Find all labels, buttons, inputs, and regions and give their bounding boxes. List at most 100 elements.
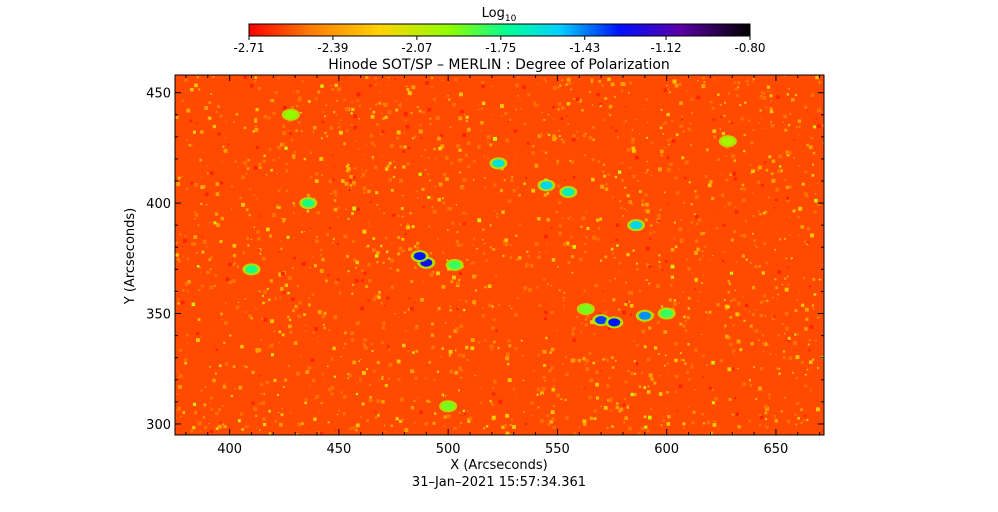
speckle: [396, 359, 401, 364]
speckle: [246, 173, 248, 175]
speckle: [633, 360, 636, 363]
speckle: [624, 302, 628, 306]
speckle: [784, 178, 787, 181]
speckle: [176, 182, 181, 187]
speckle: [175, 416, 177, 419]
speckle: [614, 175, 618, 179]
speckle: [484, 286, 487, 289]
speckle: [304, 398, 308, 401]
speckle: [643, 386, 647, 389]
speckle: [771, 313, 773, 315]
speckle: [754, 264, 758, 269]
speckle: [576, 137, 579, 139]
speckle: [237, 166, 239, 168]
speckle: [738, 414, 741, 417]
speckle: [334, 194, 338, 197]
speckle: [776, 367, 779, 371]
speckle: [781, 323, 784, 325]
speckle: [390, 242, 393, 245]
speckle: [212, 378, 216, 383]
speckle: [673, 341, 678, 346]
speckle: [422, 111, 425, 114]
speckle: [734, 206, 736, 208]
speckle: [660, 108, 663, 111]
speckle: [727, 201, 732, 206]
speckle: [231, 279, 236, 284]
speckle: [282, 131, 287, 136]
speckle: [414, 300, 417, 303]
speckle: [186, 108, 191, 113]
speckle: [731, 367, 735, 371]
speckle: [584, 323, 588, 327]
speckle: [461, 159, 463, 161]
speckle: [406, 88, 410, 91]
speckle: [404, 329, 407, 332]
speckle: [444, 395, 447, 397]
speckle: [546, 218, 550, 222]
speckle: [405, 125, 410, 129]
speckle: [376, 250, 380, 255]
speckle: [215, 348, 218, 351]
speckle: [215, 192, 220, 196]
speckle: [684, 160, 689, 165]
speckle: [419, 410, 423, 414]
speckle: [748, 310, 751, 313]
speckle: [309, 227, 312, 230]
speckle: [402, 150, 406, 154]
speckle: [291, 105, 295, 110]
speckle: [704, 175, 708, 178]
speckle: [201, 250, 205, 254]
speckle: [367, 222, 369, 224]
speckle: [622, 310, 627, 315]
speckle: [194, 212, 199, 217]
speckle: [557, 108, 560, 111]
speckle: [788, 356, 793, 361]
speckle: [637, 180, 639, 182]
plot-area: [175, 75, 824, 435]
speckle: [782, 356, 786, 360]
speckle: [205, 192, 209, 196]
speckle: [628, 92, 630, 94]
speckle: [200, 389, 203, 392]
speckle: [456, 144, 460, 148]
speckle: [237, 301, 240, 303]
speckle: [228, 280, 232, 285]
speckle: [257, 237, 261, 241]
speckle: [549, 420, 553, 424]
speckle: [380, 302, 383, 305]
speckle: [398, 104, 402, 108]
speckle: [207, 116, 212, 121]
speckle: [681, 115, 683, 118]
speckle: [691, 221, 694, 224]
speckle: [622, 215, 624, 217]
speckle: [800, 225, 804, 229]
speckle: [659, 375, 661, 377]
speckle: [795, 377, 798, 380]
speckle: [739, 317, 742, 320]
speckle: [409, 307, 414, 311]
speckle: [687, 316, 690, 320]
speckle: [273, 330, 276, 333]
speckle: [647, 415, 652, 420]
speckle: [334, 280, 339, 285]
speckle: [348, 373, 352, 378]
speckle: [786, 93, 790, 96]
speckle: [750, 341, 754, 346]
speckle: [212, 76, 215, 78]
speckle: [741, 183, 745, 187]
speckle: [294, 304, 298, 309]
speckle: [530, 401, 534, 405]
speckle: [335, 113, 338, 116]
speckle: [761, 91, 763, 93]
speckle: [209, 366, 211, 368]
speckle: [406, 225, 411, 230]
speckle: [570, 215, 572, 217]
speckle: [817, 124, 821, 129]
speckle: [750, 141, 754, 145]
speckle: [495, 212, 499, 216]
speckle: [795, 332, 799, 336]
speckle: [795, 423, 798, 425]
speckle: [458, 411, 461, 414]
speckle: [345, 208, 347, 211]
speckle: [684, 329, 688, 332]
